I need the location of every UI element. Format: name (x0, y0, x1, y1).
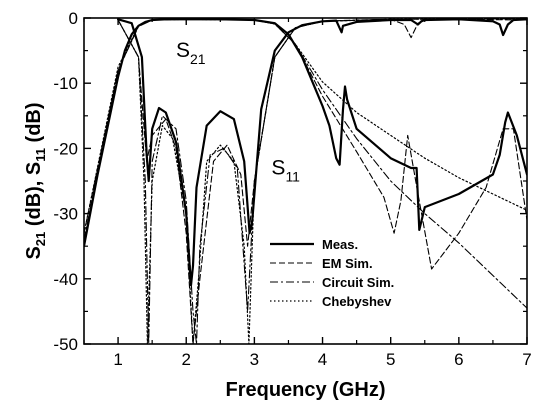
legend-label: Meas. (322, 237, 358, 252)
x-tick-label: 2 (181, 350, 190, 369)
x-tick-label: 7 (522, 350, 531, 369)
y-tick-label: -10 (53, 74, 78, 93)
y-tick-label: -20 (53, 139, 78, 158)
curve-annotation-label: S11 (271, 156, 300, 184)
x-tick-label: 5 (386, 350, 395, 369)
x-tick-label: 1 (113, 350, 122, 369)
x-tick-label: 6 (454, 350, 463, 369)
y-axis-title: S21 (dB), S11 (dB) (23, 102, 48, 259)
x-axis: 1 2 3 4 5 6 7 (83, 18, 532, 369)
curve-s11-dashed (117, 18, 527, 344)
y-tick-label: -40 (53, 270, 78, 289)
x-tick-label: 3 (250, 350, 259, 369)
curve-s21-solid (84, 18, 527, 248)
x-axis-title: Frequency (GHz) (225, 379, 385, 401)
curve-annotation-label: S21 (176, 39, 206, 67)
y-tick-label: -50 (53, 335, 78, 354)
curve-s11-solid (117, 18, 527, 287)
curve-annotations: S21 S11 (176, 39, 300, 184)
legend-label: Circuit Sim. (322, 275, 394, 290)
legend-label: EM Sim. (322, 256, 373, 271)
plot-curves (84, 18, 527, 344)
legend-label: Chebyshev (322, 294, 392, 309)
curve-s21-dashed (84, 18, 527, 270)
y-tick-label: 0 (69, 9, 78, 28)
x-tick-label: 4 (318, 350, 327, 369)
legend: Meas. EM Sim. Circuit Sim. Chebyshev (270, 237, 394, 309)
y-axis: 0 -10 -20 -30 -40 -50 (53, 9, 527, 354)
y-tick-label: -30 (53, 205, 78, 224)
curve-s21-dotted (84, 18, 527, 234)
